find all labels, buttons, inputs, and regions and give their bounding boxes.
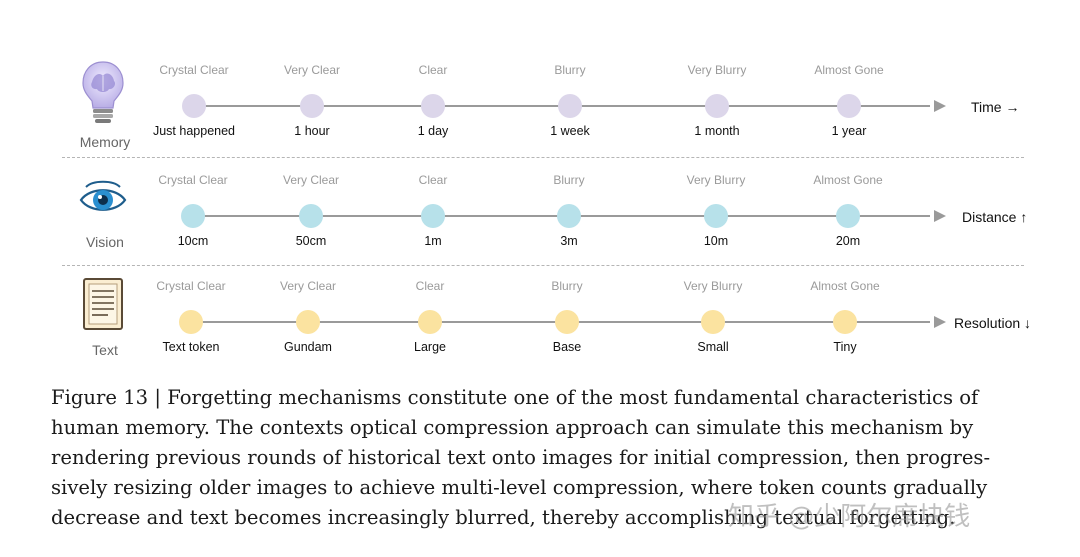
tick-label: 20m bbox=[835, 234, 861, 248]
text-dot bbox=[296, 310, 320, 334]
clarity-label: Very Clear bbox=[282, 173, 340, 187]
row-divider bbox=[62, 157, 1024, 158]
stage-5: Very Blurry 10m bbox=[646, 173, 786, 248]
tick-label: Text token bbox=[162, 340, 220, 354]
memory-dot bbox=[558, 94, 582, 118]
vision-dot bbox=[557, 204, 581, 228]
stage-3: Clear 1m bbox=[363, 173, 503, 248]
stage-1: Crystal Clear 10cm bbox=[123, 173, 263, 248]
clarity-label: Very Clear bbox=[279, 279, 337, 293]
distance-axis-arrow bbox=[934, 210, 946, 222]
vision-dot bbox=[181, 204, 205, 228]
stage-6: Almost Gone 20m bbox=[778, 173, 918, 248]
clarity-label: Almost Gone bbox=[813, 173, 883, 187]
clarity-label: Crystal Clear bbox=[158, 173, 228, 187]
tick-label: 1 hour bbox=[294, 124, 330, 138]
clarity-label: Very Blurry bbox=[687, 63, 747, 77]
resolution-axis-arrow bbox=[934, 316, 946, 328]
caption-line: human memory. The contexts optical compr… bbox=[51, 416, 974, 439]
clarity-label: Very Clear bbox=[283, 63, 341, 77]
stage-2: Very Clear 50cm bbox=[241, 173, 381, 248]
tick-label: 1m bbox=[424, 234, 442, 248]
tick-label: Gundam bbox=[284, 340, 332, 354]
axis-label-distance: Distance ↑ bbox=[962, 209, 1028, 225]
memory-dot bbox=[837, 94, 861, 118]
stage-2: Very Clear Gundam bbox=[238, 279, 378, 354]
tick-label: 1 year bbox=[831, 124, 867, 138]
vision-dot bbox=[704, 204, 728, 228]
text-dot bbox=[555, 310, 579, 334]
text-dot bbox=[701, 310, 725, 334]
stage-5: Very Blurry Small bbox=[643, 279, 783, 354]
stage-6: Almost Gone Tiny bbox=[775, 279, 915, 354]
tick-label: Large bbox=[414, 340, 446, 354]
clarity-label: Clear bbox=[418, 173, 448, 187]
stage-5: Very Blurry 1 month bbox=[647, 63, 787, 138]
tick-label: 3m bbox=[560, 234, 578, 248]
clarity-label: Clear bbox=[415, 279, 445, 293]
caption-line: Figure 13 | Forgetting mechanisms consti… bbox=[51, 386, 979, 409]
memory-dot bbox=[300, 94, 324, 118]
stage-1: Crystal Clear Just happened bbox=[124, 63, 264, 138]
row-label-vision: Vision bbox=[86, 234, 124, 250]
tick-label: Tiny bbox=[833, 340, 857, 354]
stage-4: Blurry 1 week bbox=[500, 63, 640, 138]
tick-label: Small bbox=[697, 340, 729, 354]
tick-label: 10m bbox=[703, 234, 729, 248]
text-dot bbox=[179, 310, 203, 334]
clarity-label: Blurry bbox=[553, 173, 585, 187]
caption-line: sively resizing older images to achieve … bbox=[51, 476, 988, 499]
clarity-label: Blurry bbox=[554, 63, 586, 77]
memory-dot bbox=[705, 94, 729, 118]
clarity-label: Very Blurry bbox=[683, 279, 743, 293]
stage-3: Clear Large bbox=[360, 279, 500, 354]
vision-dot bbox=[421, 204, 445, 228]
clarity-label: Crystal Clear bbox=[159, 63, 229, 77]
stage-4: Blurry 3m bbox=[499, 173, 639, 248]
vision-dot bbox=[299, 204, 323, 228]
row-divider bbox=[62, 265, 1024, 266]
tick-label: Just happened bbox=[152, 124, 235, 138]
caption-line: rendering previous rounds of historical … bbox=[51, 446, 991, 469]
tick-label: Base bbox=[552, 340, 582, 354]
stage-1: Crystal Clear Text token bbox=[121, 279, 261, 354]
axis-label-time: Time → bbox=[971, 99, 1020, 115]
tick-label: 1 week bbox=[550, 124, 590, 138]
clarity-label: Crystal Clear bbox=[156, 279, 226, 293]
stage-4: Blurry Base bbox=[497, 279, 637, 354]
clarity-label: Almost Gone bbox=[814, 63, 884, 77]
tick-label: 1 month bbox=[694, 124, 740, 138]
tick-label: 1 day bbox=[417, 124, 449, 138]
clarity-label: Blurry bbox=[551, 279, 583, 293]
memory-dot bbox=[421, 94, 445, 118]
text-dot bbox=[418, 310, 442, 334]
time-axis-arrow bbox=[934, 100, 946, 112]
row-label-memory: Memory bbox=[79, 134, 131, 150]
eye-icon bbox=[62, 178, 144, 227]
clarity-label: Very Blurry bbox=[686, 173, 746, 187]
axis-label-resolution: Resolution ↓ bbox=[954, 315, 1032, 331]
stage-3: Clear 1 day bbox=[363, 63, 503, 138]
row-label-text: Text bbox=[92, 342, 118, 358]
clarity-label: Almost Gone bbox=[810, 279, 880, 293]
tick-label: 10cm bbox=[177, 234, 209, 248]
document-icon bbox=[62, 277, 144, 336]
text-dot bbox=[833, 310, 857, 334]
tick-label: 50cm bbox=[295, 234, 327, 248]
caption-line: decrease and text becomes increasingly b… bbox=[51, 506, 956, 529]
vision-dot bbox=[836, 204, 860, 228]
stage-2: Very Clear 1 hour bbox=[242, 63, 382, 138]
clarity-label: Clear bbox=[418, 63, 448, 77]
stage-6: Almost Gone 1 year bbox=[779, 63, 919, 138]
lightbulb-brain-icon bbox=[62, 60, 144, 131]
memory-dot bbox=[182, 94, 206, 118]
watermark: 知乎 @少阿尔席块钱 bbox=[728, 502, 971, 532]
figure-caption: Figure 13 | Forgetting mechanisms consti… bbox=[51, 383, 1051, 533]
